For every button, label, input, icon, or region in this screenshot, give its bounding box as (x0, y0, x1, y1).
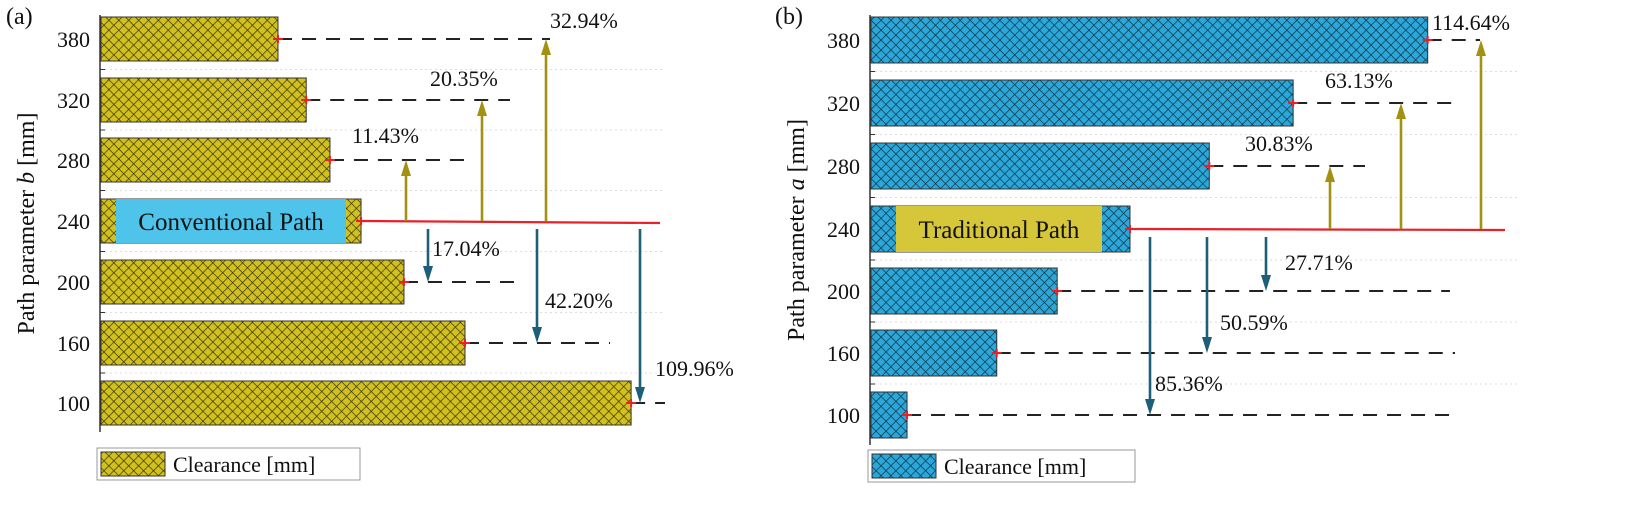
decrease-label-160: 50.59% (1220, 310, 1288, 335)
reference-line (361, 219, 661, 225)
increase-arrow-380-head (1476, 40, 1486, 56)
y-tick-label: 240 (827, 217, 860, 242)
reference-label-box (896, 206, 1102, 252)
decrease-arrow-200-head (423, 266, 433, 282)
increase-label-380: 114.64% (1432, 10, 1510, 35)
bar-320 (870, 79, 1294, 127)
bar-380 (100, 16, 279, 62)
error-marker-280 (1204, 162, 1215, 170)
error-marker-380 (272, 35, 283, 43)
increase-label-380: 32.94% (550, 8, 618, 33)
reference-label: Traditional Path (919, 217, 1080, 244)
bar-100 (100, 380, 632, 426)
error-marker-380 (1422, 36, 1433, 44)
legend-swatch (871, 453, 937, 479)
y-tick-label: 100 (57, 391, 90, 416)
bar-320 (100, 77, 307, 123)
increase-arrow-320-head (477, 100, 487, 116)
increase-label-320: 63.13% (1325, 68, 1393, 93)
bar-280 (100, 137, 331, 183)
y-tick-label: 240 (57, 209, 90, 234)
increase-arrow-320-head (1396, 103, 1406, 119)
bar-200 (100, 259, 405, 305)
y-tick-label: 380 (827, 28, 860, 53)
decrease-label-200: 17.04% (432, 236, 500, 261)
y-tick-label: 200 (57, 270, 90, 295)
y-tick-label: 320 (57, 88, 90, 113)
y-axis-label-suffix: [mm] (784, 119, 810, 178)
error-marker-320 (301, 96, 312, 104)
legend-label: Clearance [mm] (173, 452, 315, 477)
error-marker-320 (1288, 99, 1299, 107)
panel-a: (a) Path parameter b [mm] 380 320 280 240 Conv… (6, 4, 734, 481)
increase-arrow-280-head (401, 160, 411, 176)
y-tick-label: 200 (827, 279, 860, 304)
decrease-label-200: 27.71% (1285, 250, 1353, 275)
reference-line (1129, 227, 1506, 232)
bar-160 (870, 329, 998, 377)
increase-label-280: 11.43% (352, 123, 419, 148)
decrease-arrow-160-head (1202, 337, 1212, 353)
error-marker-160 (991, 349, 1002, 357)
y-tick-label: 280 (57, 148, 90, 173)
error-marker-200 (1052, 287, 1063, 295)
error-marker-100 (902, 411, 913, 419)
decrease-arrow-100-head (1145, 399, 1155, 415)
bar-100 (870, 391, 908, 439)
y-axis-label-suffix: [mm] (14, 113, 40, 172)
bar-380 (870, 16, 1429, 64)
y-axis-label: Path parameter a [mm] (784, 119, 810, 341)
panel-b: (b) Path parameter a [mm] 380 320 280 240 Trad… (775, 4, 1520, 483)
legend: Clearance [mm] (867, 449, 1136, 483)
decrease-arrow-160-head (532, 327, 542, 343)
y-tick-label: 160 (827, 341, 860, 366)
y-axis-label-prefix: Path parameter (14, 184, 40, 335)
increase-label-280: 30.83% (1245, 131, 1313, 156)
y-axis-label-prefix: Path parameter (784, 190, 810, 341)
decrease-label-100: 109.96% (655, 356, 734, 381)
reference-label: Conventional Path (138, 209, 324, 236)
increase-arrow-380-head (541, 39, 551, 55)
reference-label-box (116, 199, 346, 243)
panel-label: (b) (775, 4, 803, 30)
bar-200 (870, 267, 1058, 315)
legend-label: Clearance [mm] (944, 454, 1086, 479)
decrease-arrow-100-head (635, 387, 645, 403)
legend: Clearance [mm] (96, 447, 361, 481)
increase-arrow-280-head (1325, 166, 1335, 182)
y-axis-label-variable: a (784, 178, 810, 190)
y-tick-label: 160 (57, 331, 90, 356)
error-marker-280 (324, 156, 335, 164)
y-tick-label: 320 (827, 91, 860, 116)
y-tick-label: 100 (827, 403, 860, 428)
error-marker-100 (626, 399, 637, 407)
bar-160 (100, 320, 466, 366)
y-axis-label: Path parameter b [mm] (14, 113, 40, 335)
decrease-label-160: 42.20% (545, 288, 613, 313)
y-tick-label: 280 (827, 154, 860, 179)
increase-label-320: 20.35% (430, 66, 498, 91)
decrease-arrow-200-head (1261, 275, 1271, 291)
y-axis-label-variable: b (14, 172, 40, 184)
decrease-label-100: 85.36% (1155, 371, 1223, 396)
y-tick-label: 380 (57, 27, 90, 52)
legend-swatch (100, 451, 166, 477)
error-marker-200 (398, 278, 409, 286)
panel-label: (a) (6, 4, 33, 30)
error-marker-160 (459, 339, 470, 347)
bar-280 (870, 142, 1210, 190)
